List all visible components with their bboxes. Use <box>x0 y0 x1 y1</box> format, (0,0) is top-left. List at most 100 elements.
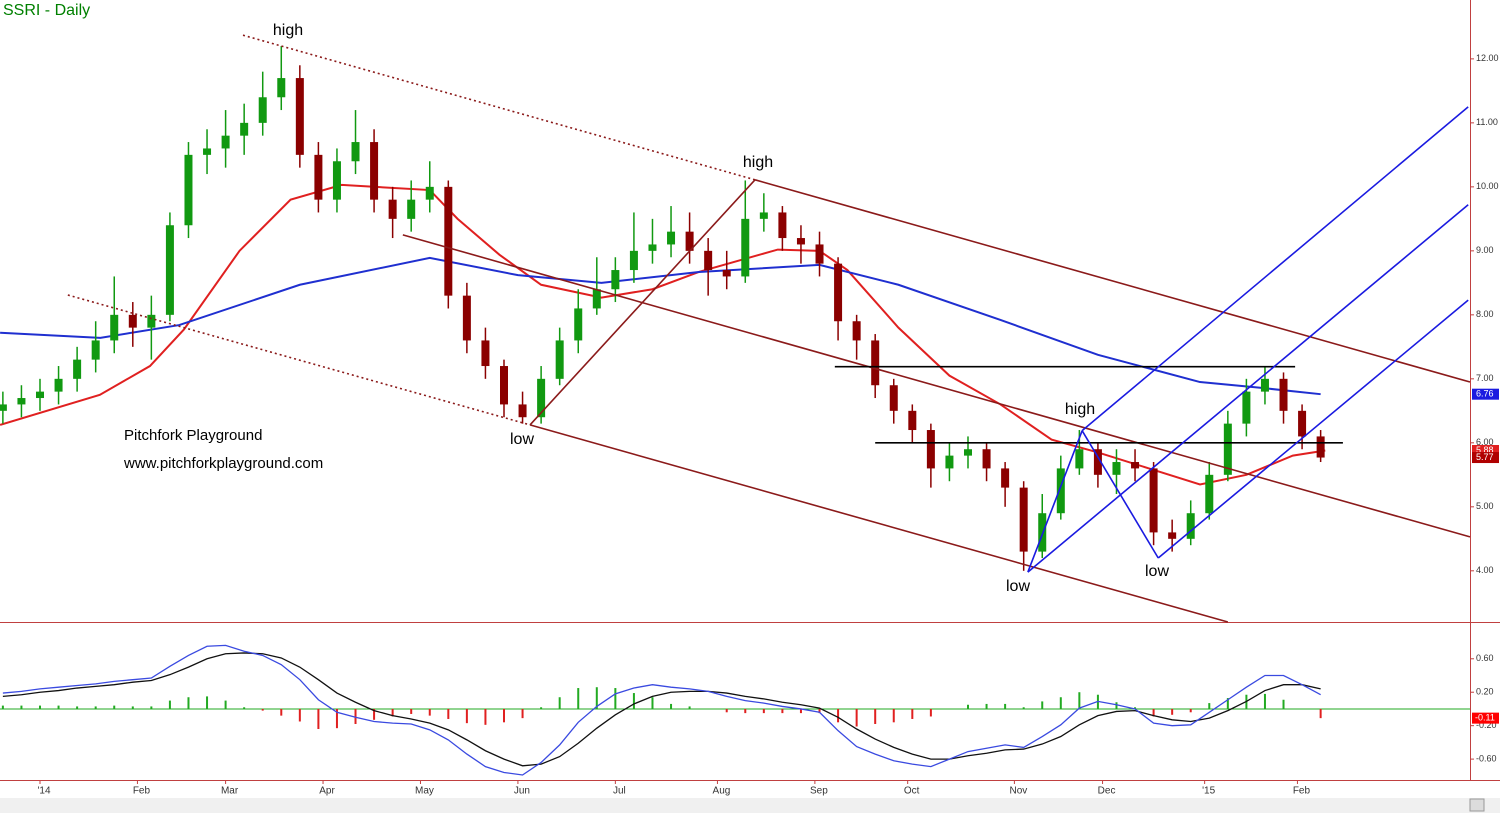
annotation: low <box>510 431 534 448</box>
trend-line <box>754 179 1471 383</box>
candle-body <box>407 199 416 219</box>
candle-body <box>1279 378 1288 411</box>
histogram-bar <box>428 708 431 716</box>
signal-line <box>2 652 1321 767</box>
candle-body <box>778 212 787 239</box>
x-tick-label: '14 <box>37 786 50 797</box>
trend-line <box>1081 106 1469 432</box>
x-tick-label: Nov <box>1009 786 1027 797</box>
y-tick-label: -0.60 <box>1476 753 1497 763</box>
x-tick-label: Feb <box>1293 786 1311 797</box>
candle-body <box>258 97 267 123</box>
trend-line <box>529 424 1229 623</box>
y-tick-label: 10.00 <box>1476 181 1499 191</box>
scrollbar[interactable] <box>0 798 1500 813</box>
candle-body <box>871 340 880 386</box>
trend-line <box>242 34 756 181</box>
candle-body <box>203 148 212 155</box>
candle-body <box>91 340 100 360</box>
candle-body <box>1019 487 1028 552</box>
candle-body <box>0 404 7 411</box>
y-tick-label: -0.20 <box>1476 720 1497 730</box>
candle-body <box>908 410 917 431</box>
y-tick-label: 4.00 <box>1476 565 1494 575</box>
x-tick-label: Jul <box>613 786 626 797</box>
candle-body <box>796 238 805 245</box>
histogram-bar <box>855 708 858 727</box>
trend-line <box>529 179 756 426</box>
histogram-bar <box>150 706 153 709</box>
candle-body <box>592 289 601 309</box>
histogram-bar <box>632 693 635 709</box>
candle-body <box>759 212 768 219</box>
y-tick-label: 12.00 <box>1476 53 1499 63</box>
histogram-bar <box>1004 703 1007 709</box>
x-tick-label: Feb <box>133 786 151 797</box>
histogram-bar <box>447 708 450 719</box>
histogram-bar <box>521 708 524 719</box>
histogram-bar <box>187 697 190 709</box>
candle-body <box>889 385 898 411</box>
value-badge-label: -0.11 <box>1475 713 1495 723</box>
candle-body <box>945 455 954 469</box>
histogram-bar <box>1 705 4 709</box>
histogram-bar <box>1041 701 1044 709</box>
candle-body <box>926 430 935 469</box>
histogram-bar <box>465 708 468 724</box>
candle-body <box>332 161 341 200</box>
candle-body <box>1316 436 1325 458</box>
candle-body <box>1205 474 1214 514</box>
candle-body <box>1075 449 1084 469</box>
y-tick-label: 7.00 <box>1476 373 1494 383</box>
price-badge <box>1472 388 1499 400</box>
annotation: high <box>743 154 773 171</box>
y-tick-label: 5.00 <box>1476 501 1494 511</box>
histogram-bar <box>354 708 357 724</box>
histogram-bar <box>558 697 561 709</box>
candle-body <box>1186 513 1195 539</box>
histogram-bar <box>985 703 988 709</box>
candle-body <box>165 225 174 315</box>
histogram-bar <box>1078 692 1081 709</box>
scroll-thumb[interactable] <box>1469 798 1485 812</box>
note: Pitchfork Playground <box>124 427 262 444</box>
histogram-bar <box>57 705 60 709</box>
candle-body <box>963 449 972 456</box>
candle-body <box>184 154 193 226</box>
histogram-bar <box>206 696 209 709</box>
x-tick-label: Dec <box>1098 786 1116 797</box>
histogram-bar <box>799 708 802 714</box>
histogram-bar <box>818 708 821 714</box>
histogram-bar <box>280 708 283 716</box>
candle-body <box>815 244 824 264</box>
price-badge-label: 6.76 <box>1476 389 1494 399</box>
candle-body <box>295 78 304 155</box>
x-tick-label: Apr <box>319 786 335 797</box>
histogram-bar <box>614 688 617 709</box>
candle-body <box>499 366 508 405</box>
trend-line <box>1027 430 1083 573</box>
histogram-bar <box>224 700 227 709</box>
histogram-bar <box>113 705 116 709</box>
candle-body <box>351 142 360 162</box>
histogram-bar <box>744 708 747 714</box>
trend-line <box>402 234 1471 538</box>
trend-line <box>67 294 531 426</box>
histogram-bar <box>929 708 932 717</box>
x-tick-label: May <box>415 786 434 797</box>
candle-body <box>35 391 44 399</box>
y-tick-label: 6.00 <box>1476 437 1494 447</box>
candle-body <box>982 449 991 469</box>
histogram-bar <box>837 708 840 723</box>
histogram-bar <box>1263 693 1266 709</box>
x-tick-label: Sep <box>810 786 828 797</box>
histogram-bar <box>874 708 877 724</box>
candle-body <box>518 404 527 418</box>
candle-body <box>277 78 286 98</box>
candle-body <box>370 142 379 200</box>
candle-body <box>444 186 453 296</box>
y-tick-label: 11.00 <box>1476 117 1498 127</box>
histogram-bar <box>1022 707 1025 709</box>
candle-body <box>685 231 694 251</box>
macd-line <box>2 644 1321 776</box>
